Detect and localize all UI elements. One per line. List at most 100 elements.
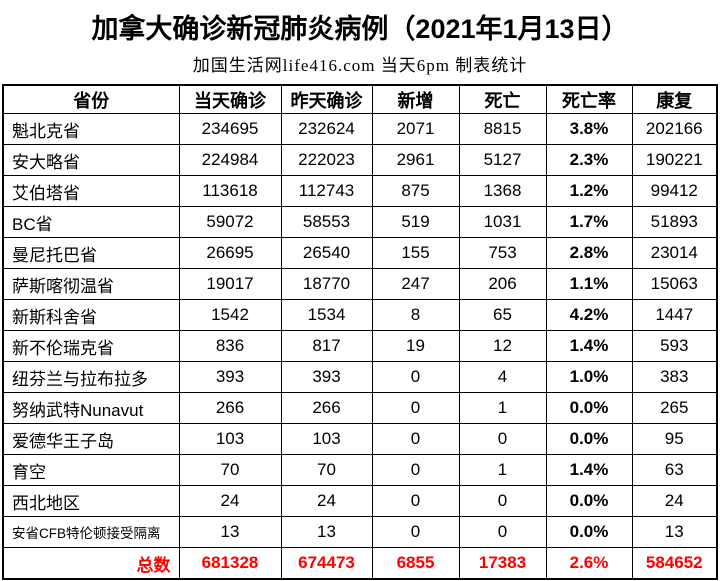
column-header: 省份 [2, 84, 180, 114]
value-cell: 0 [458, 516, 547, 548]
value-cell: 112743 [280, 175, 373, 207]
value-cell: 265 [631, 392, 718, 424]
table-row: 育空 70 70 0 1 1.4% 63 [2, 454, 718, 486]
value-cell: 59072 [178, 206, 282, 238]
province-cell: 魁北克省 [2, 113, 180, 145]
value-cell: 0 [458, 485, 547, 517]
value-cell: 1 [458, 392, 547, 424]
value-cell: 70 [280, 454, 373, 486]
value-cell: 99412 [631, 175, 718, 207]
value-cell: 593 [631, 330, 718, 362]
page-title: 加拿大确诊新冠肺炎病例（2021年1月13日） [91, 14, 629, 44]
value-cell: 13 [631, 516, 718, 548]
province-cell: 艾伯塔省 [2, 175, 180, 207]
value-cell: 4 [458, 361, 547, 393]
value-cell: 26540 [280, 237, 373, 269]
value-cell: 0.0% [545, 423, 633, 455]
value-cell: 817 [280, 330, 373, 362]
value-cell: 222023 [280, 144, 373, 176]
province-cell: 西北地区 [2, 485, 180, 517]
value-cell: 875 [371, 175, 460, 207]
value-cell: 0 [371, 516, 460, 548]
column-header: 死亡 [458, 84, 547, 114]
value-cell: 19017 [178, 268, 282, 300]
value-cell: 190221 [631, 144, 718, 176]
value-cell: 155 [371, 237, 460, 269]
province-cell: 新不伦瑞克省 [2, 330, 180, 362]
value-cell: 234695 [178, 113, 282, 145]
total-cell: 681328 [178, 547, 282, 580]
value-cell: 393 [280, 361, 373, 393]
value-cell: 0 [371, 454, 460, 486]
value-cell: 266 [178, 392, 282, 424]
table-row: 萨斯喀彻温省 19017 18770 247 206 1.1% 15063 [2, 268, 718, 300]
value-cell: 519 [371, 206, 460, 238]
value-cell: 12 [458, 330, 547, 362]
table-row: 纽芬兰与拉布拉多 393 393 0 4 1.0% 383 [2, 361, 718, 393]
value-cell: 3.8% [545, 113, 633, 145]
value-cell: 266 [280, 392, 373, 424]
value-cell: 63 [631, 454, 718, 486]
province-cell: 萨斯喀彻温省 [2, 268, 180, 300]
value-cell: 0 [458, 423, 547, 455]
value-cell: 0 [371, 423, 460, 455]
table-header-row: 省份 当天确诊 昨天确诊 新增 死亡 死亡率 康复 [2, 84, 718, 114]
province-cell: 安省CFB特伦顿接受隔离 [2, 516, 180, 548]
province-cell: 育空 [2, 454, 180, 486]
value-cell: 1.2% [545, 175, 633, 207]
value-cell: 0.0% [545, 392, 633, 424]
province-cell: 纽芬兰与拉布拉多 [2, 361, 180, 393]
value-cell: 26695 [178, 237, 282, 269]
covid-cases-table: 省份 当天确诊 昨天确诊 新增 死亡 死亡率 康复 魁北克省 234695 232624 2071… [2, 84, 718, 580]
value-cell: 247 [371, 268, 460, 300]
total-cell: 674473 [280, 547, 373, 580]
value-cell: 2.8% [545, 237, 633, 269]
value-cell: 0.0% [545, 516, 633, 548]
value-cell: 95 [631, 423, 718, 455]
table-row: 艾伯塔省 113618 112743 875 1368 1.2% 99412 [2, 175, 718, 207]
value-cell: 383 [631, 361, 718, 393]
value-cell: 206 [458, 268, 547, 300]
value-cell: 65 [458, 299, 547, 331]
value-cell: 2.3% [545, 144, 633, 176]
column-header: 昨天确诊 [280, 84, 373, 114]
table-row: 新不伦瑞克省 836 817 19 12 1.4% 593 [2, 330, 718, 362]
province-cell: BC省 [2, 206, 180, 238]
province-cell: 新斯科舍省 [2, 299, 180, 331]
value-cell: 1542 [178, 299, 282, 331]
value-cell: 113618 [178, 175, 282, 207]
value-cell: 24 [280, 485, 373, 517]
value-cell: 224984 [178, 144, 282, 176]
value-cell: 393 [178, 361, 282, 393]
value-cell: 0.0% [545, 485, 633, 517]
page-subtitle: 加国生活网life416.com 当天6pm 制表统计 [192, 56, 528, 75]
table-row: 安省CFB特伦顿接受隔离 13 13 0 0 0.0% 13 [2, 516, 718, 548]
column-header: 新增 [371, 84, 460, 114]
province-cell: 努纳武特Nunavut [2, 392, 180, 424]
value-cell: 1 [458, 454, 547, 486]
value-cell: 4.2% [545, 299, 633, 331]
value-cell: 15063 [631, 268, 718, 300]
table-row: 曼尼托巴省 26695 26540 155 753 2.8% 23014 [2, 237, 718, 269]
value-cell: 18770 [280, 268, 373, 300]
total-cell: 17383 [458, 547, 547, 580]
table-body: 魁北克省 234695 232624 2071 8815 3.8% 202166 安大略省 22… [2, 113, 718, 548]
table-row: 西北地区 24 24 0 0 0.0% 24 [2, 485, 718, 517]
table-row: 爱德华王子岛 103 103 0 0 0.0% 95 [2, 423, 718, 455]
value-cell: 23014 [631, 237, 718, 269]
total-cell: 6855 [371, 547, 460, 580]
value-cell: 1.4% [545, 330, 633, 362]
table-row: 新斯科舍省 1542 1534 8 65 4.2% 1447 [2, 299, 718, 331]
value-cell: 1.1% [545, 268, 633, 300]
value-cell: 202166 [631, 113, 718, 145]
value-cell: 232624 [280, 113, 373, 145]
value-cell: 1534 [280, 299, 373, 331]
value-cell: 1447 [631, 299, 718, 331]
column-header: 死亡率 [545, 84, 633, 114]
table-row: 努纳武特Nunavut 266 266 0 1 0.0% 265 [2, 392, 718, 424]
table-row: 魁北克省 234695 232624 2071 8815 3.8% 202166 [2, 113, 718, 145]
value-cell: 13 [178, 516, 282, 548]
total-cell: 2.6% [545, 547, 633, 580]
value-cell: 1.4% [545, 454, 633, 486]
value-cell: 58553 [280, 206, 373, 238]
